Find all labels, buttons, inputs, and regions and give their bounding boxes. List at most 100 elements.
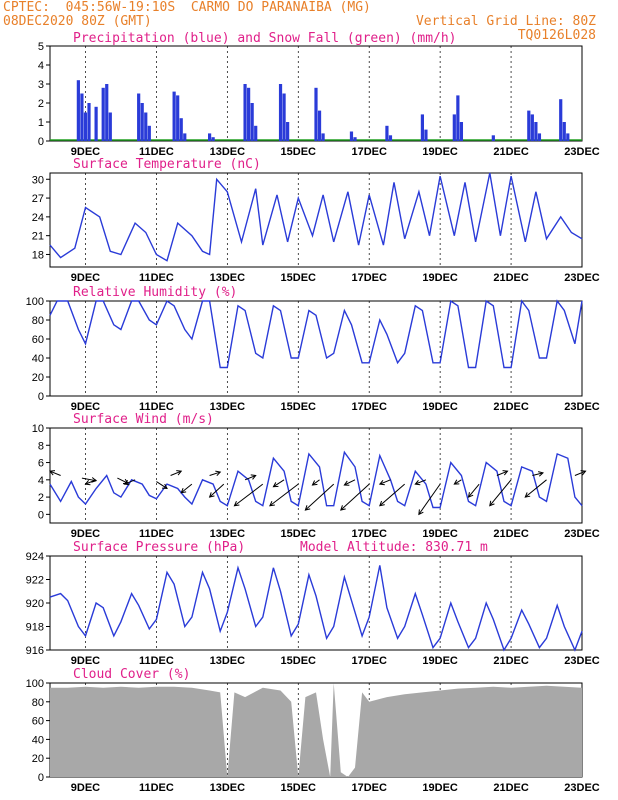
precip-bar: [183, 133, 187, 141]
wind-y-tick-label: 4: [38, 475, 44, 487]
precip-y-tick-label: 4: [38, 60, 44, 72]
precip-bar: [250, 103, 254, 141]
precip-bar: [385, 125, 389, 141]
precip-bar: [87, 103, 91, 141]
wind-arrow-head: [453, 479, 460, 485]
temp-y-tick-label: 18: [32, 249, 44, 261]
precip-bar: [562, 122, 566, 141]
cloud-y-tick-label: 80: [32, 697, 44, 709]
precip-x-tick-label: 13DEC: [210, 146, 246, 158]
pressure-x-tick-label: 9DEC: [71, 655, 100, 667]
wind-x-tick-label: 19DEC: [422, 528, 458, 540]
wind-vector: [209, 483, 225, 498]
precip-bar: [424, 129, 428, 141]
precip-bar: [321, 133, 325, 141]
pressure-frame: [49, 555, 583, 651]
pressure-title: Surface Pressure (hPa): [73, 540, 245, 555]
wind-arrow-head: [418, 509, 424, 516]
wind-vector: [85, 479, 97, 485]
precip-bar: [559, 99, 563, 141]
wind-arrow-head: [208, 492, 215, 498]
rh-y-tick-label: 0: [38, 391, 44, 403]
wind-x-tick-label: 21DEC: [493, 528, 529, 540]
temp-x-tick-label: 13DEC: [210, 272, 246, 284]
wind-vector: [273, 479, 285, 488]
cloud-y-tick-label: 0: [38, 772, 44, 784]
precip-bar: [420, 114, 424, 141]
pressure-x-tick-label: 11DEC: [139, 655, 174, 667]
wind-arrow-head: [91, 477, 98, 483]
precip-x-tick-label: 19DEC: [422, 146, 458, 158]
precip-bar: [80, 93, 84, 141]
pressure-y-tick-label: 918: [26, 622, 44, 634]
wind-vector: [170, 470, 182, 476]
rh-y-tick-label: 40: [32, 353, 44, 365]
rh-series-line: [49, 299, 583, 369]
wind-vector: [379, 483, 405, 507]
temp-x-tick-label: 11DEC: [139, 272, 174, 284]
wind-y-tick-label: 0: [38, 509, 44, 521]
pressure-x-tick-label: 15DEC: [281, 655, 317, 667]
wind-arrow-head: [180, 487, 187, 494]
cloud-x-tick-label: 15DEC: [281, 782, 317, 794]
pressure-y-tick-label: 916: [26, 645, 44, 657]
cloud-x-tick-label: 9DEC: [71, 782, 100, 794]
wind-arrow-head: [311, 480, 318, 486]
precip-x-tick-label: 17DEC: [351, 146, 387, 158]
wind-title: Surface Wind (m/s): [73, 412, 214, 427]
precip-bar: [137, 93, 141, 141]
precip-bar: [208, 133, 212, 141]
temp-x-tick-label: 15DEC: [281, 272, 317, 284]
wind-vector: [468, 483, 480, 498]
wind-vector: [234, 483, 264, 507]
wind-vector: [454, 479, 462, 485]
precip-x-tick-label: 9DEC: [71, 146, 100, 158]
precip-y-tick-label: 5: [38, 41, 44, 53]
wind-x-tick-label: 17DEC: [351, 528, 387, 540]
wind-arrow-head: [467, 492, 474, 498]
precip-bar: [101, 87, 105, 141]
wind-vector: [489, 479, 512, 507]
precip-bar: [94, 106, 98, 141]
wind-y-tick-label: 8: [38, 440, 44, 452]
rh-x-tick-label: 13DEC: [210, 401, 246, 413]
precip-bar: [243, 84, 247, 141]
precip-bar: [282, 93, 286, 141]
wind-arrow-head: [233, 500, 240, 507]
precip-bar: [530, 114, 534, 141]
precip-bar: [534, 122, 538, 141]
wind-y-tick-label: 2: [38, 492, 44, 504]
rh-x-tick-label: 23DEC: [564, 401, 600, 413]
precip-bar: [491, 135, 495, 141]
wind-vector: [524, 479, 547, 498]
precip-bar: [286, 122, 290, 141]
rh-x-tick-label: 15DEC: [281, 401, 317, 413]
precip-x-tick-label: 21DEC: [493, 146, 529, 158]
wind-y-tick-label: 6: [38, 458, 44, 470]
rh-y-tick-label: 80: [32, 315, 44, 327]
precip-bar: [147, 125, 151, 141]
pressure-y-tick-label: 920: [26, 598, 44, 610]
wind-vector: [415, 479, 427, 485]
precip-bar: [456, 95, 460, 141]
wind-arrow-head: [250, 474, 257, 480]
pressure-y-tick-label: 922: [26, 575, 44, 587]
wind-arrow-head: [123, 479, 130, 486]
precip-y-tick-label: 3: [38, 79, 44, 91]
wind-arrow-head: [379, 500, 385, 507]
wind-vector: [49, 470, 61, 476]
pressure-x-tick-label: 23DEC: [564, 655, 600, 667]
pressure-x-tick-label: 21DEC: [493, 655, 529, 667]
header-station: CPTEC: 045:56W-19:10S CARMO DO PARANAIBA…: [3, 0, 371, 15]
wind-arrow-head: [272, 482, 279, 488]
rh-x-tick-label: 17DEC: [351, 401, 387, 413]
cloud-y-tick-label: 100: [26, 678, 44, 690]
precip-y-tick-label: 1: [38, 117, 44, 129]
precip-bar: [353, 137, 357, 141]
wind-vector: [344, 479, 356, 486]
temp-y-tick-label: 30: [32, 174, 44, 186]
wind-arrow-head: [502, 470, 509, 476]
pressure-subtitle: Model Altitude: 830.71 m: [300, 540, 488, 555]
precip-bar: [527, 110, 531, 141]
